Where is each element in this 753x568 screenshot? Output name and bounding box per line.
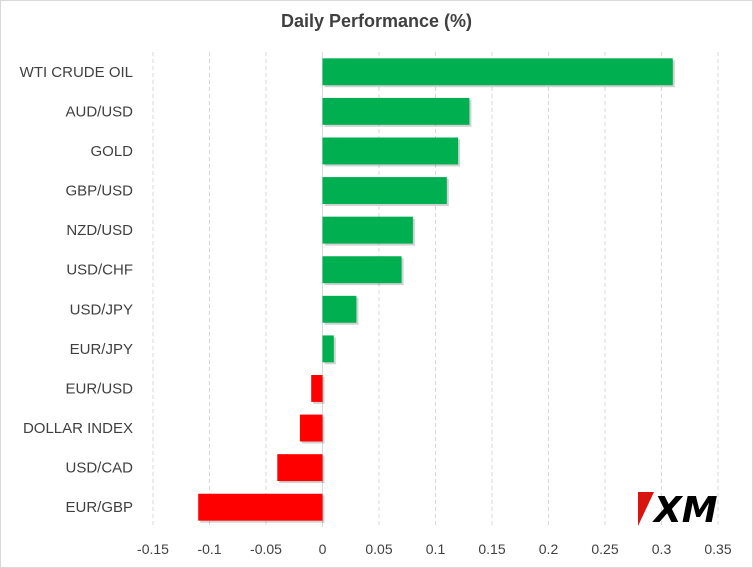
grid-lines [152,52,719,527]
x-tick-label: 0.25 [591,541,618,557]
bar [277,454,323,482]
bar [322,256,402,284]
category-label: NZD/USD [66,222,133,239]
bar [322,97,470,125]
bar [322,177,447,204]
bar [322,216,413,244]
x-tick-label: 0.3 [652,541,672,557]
bar [299,414,323,442]
category-label: EUR/GBP [65,499,133,516]
x-tick-label: -0.1 [197,541,221,557]
bar [322,335,334,363]
category-label: USD/CHF [66,262,133,279]
category-label: EUR/USD [65,380,133,397]
category-label: EUR/JPY [70,341,133,358]
x-tick-label: 0.2 [539,541,559,557]
bar [198,493,323,521]
x-tick-label: 0.05 [365,541,392,557]
category-label: USD/JPY [70,301,133,318]
logo-text: XM [652,490,718,528]
x-tick-labels: -0.15 -0.1 -0.05 0 0.05 0.1 0.15 0.2 0.25 0.3 0.35 [137,541,732,557]
category-label: GBP/USD [65,183,133,200]
bar [322,295,357,323]
bar [322,137,459,165]
bars [198,58,675,523]
bar [322,58,673,86]
category-label: WTI CRUDE OIL [20,64,133,81]
category-label: GOLD [90,143,133,160]
xm-logo-icon: XM [638,490,718,528]
x-tick-label: -0.15 [137,541,169,557]
category-label: AUD/USD [65,103,133,120]
x-tick-label: 0 [319,541,327,557]
category-label: DOLLAR INDEX [23,420,133,437]
x-tick-label: 0.35 [704,541,731,557]
x-tick-label: 0.1 [426,541,446,557]
bar [311,375,323,402]
x-tick-label: -0.05 [250,541,282,557]
x-tick-label: 0.15 [478,541,505,557]
category-label: USD/CAD [65,460,133,477]
chart-title: Daily Performance (%) [280,11,473,31]
category-labels: WTI CRUDE OIL AUD/USD GOLD GBP/USD NZD/USD US… [20,64,134,516]
